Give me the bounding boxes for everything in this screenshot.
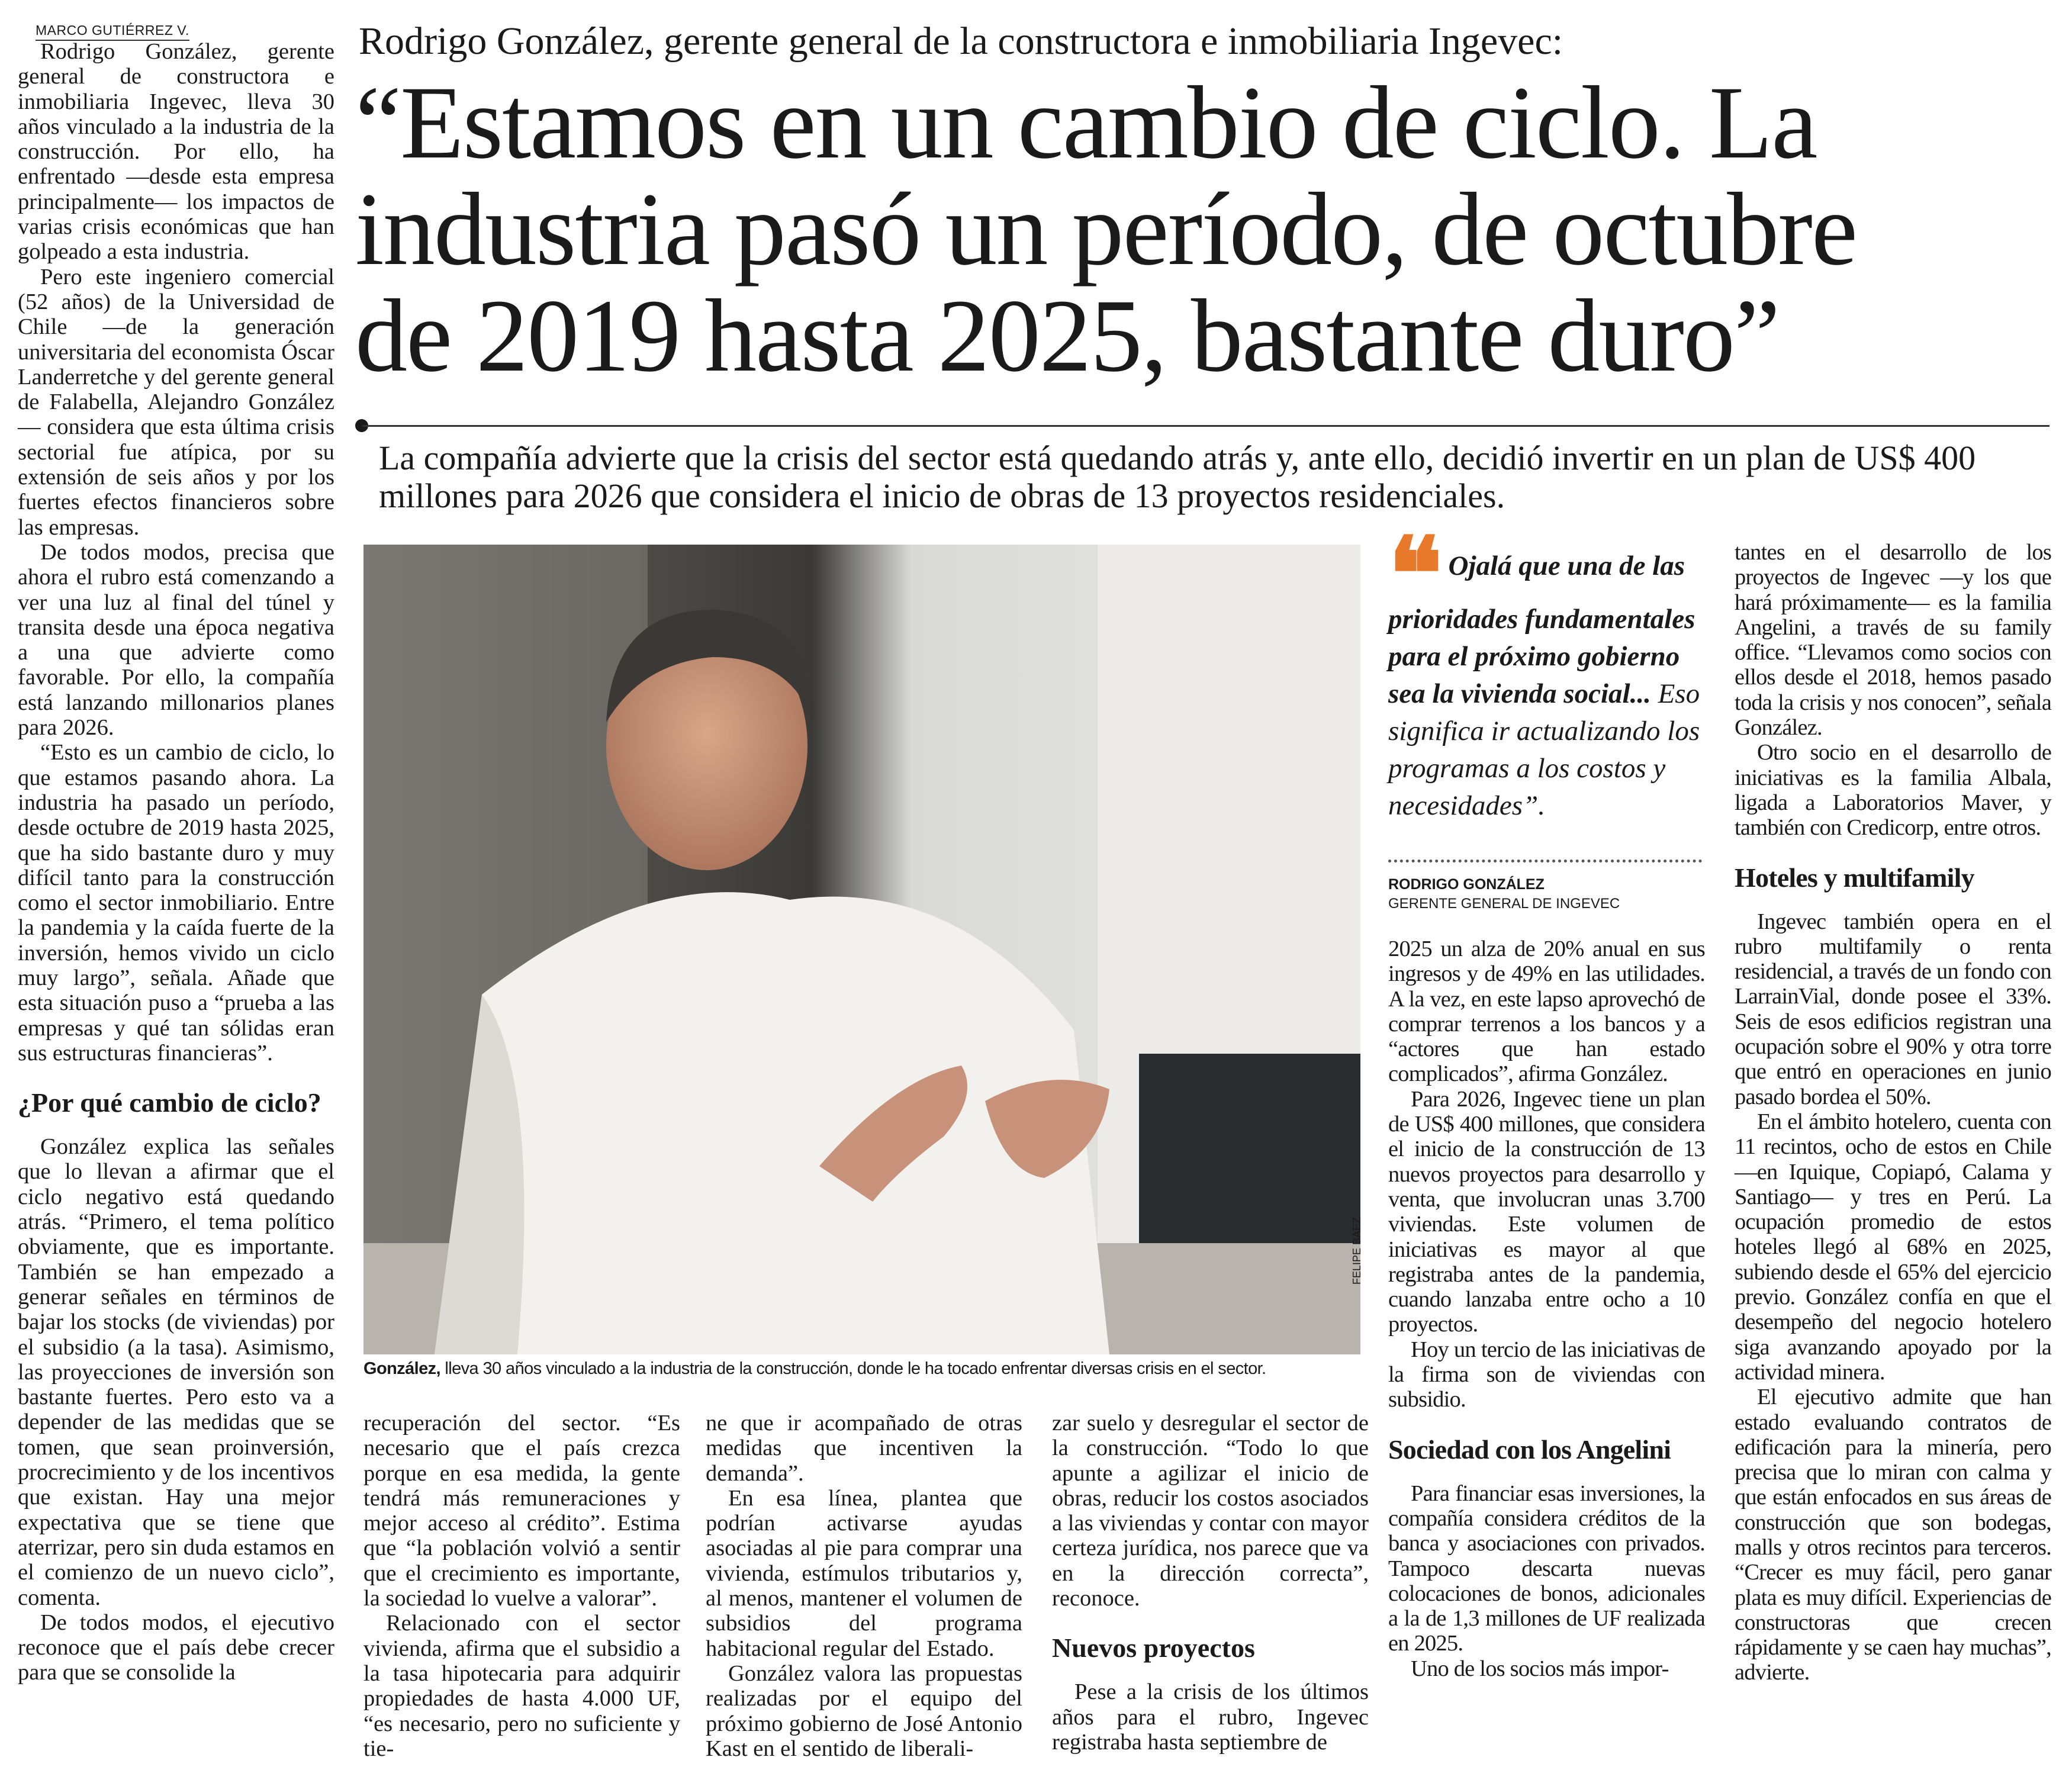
column-6: tantes en el desarrollo de los proyectos… — [1735, 540, 2052, 1685]
column-5: 2025 un alza de 20% anual en sus ingreso… — [1388, 936, 1706, 1681]
caption-text: lleva 30 años vinculado a la industria d… — [440, 1359, 1266, 1378]
paragraph: Para financiar esas inversiones, la comp… — [1388, 1481, 1706, 1656]
headline-line: “Estamos en un cambio de ciclo. La — [355, 65, 1817, 181]
section-heading: Sociedad con los Angelini — [1388, 1434, 1671, 1465]
paragraph: zar suelo y desregular el sector de la c… — [1052, 1411, 1369, 1611]
paragraph: Uno de los socios más impor- — [1411, 1656, 1669, 1681]
paragraph: tantes en el desarrollo de los proyectos… — [1735, 540, 2052, 741]
kicker: Rodrigo González, gerente general de la … — [359, 20, 1563, 63]
section-heading: Hoteles y multifamily — [1735, 862, 1975, 893]
column-4: zar suelo y desregular el sector de la c… — [1052, 1411, 1369, 1755]
quote-role: GERENTE GENERAL DE INGEVEC — [1388, 896, 1620, 912]
paragraph: González explica las señales que lo llev… — [18, 1134, 334, 1610]
paragraph: Ingevec también opera en el rubro multif… — [1735, 909, 2052, 1109]
quote-rest: Eso significa ir actualizando los progra… — [1388, 678, 1700, 821]
paragraph: De todos modos, el ejecutivo reconoce qu… — [18, 1610, 334, 1685]
subtitle: La compañía advierte que la crisis del s… — [379, 439, 1976, 515]
paragraph: En el ámbito hotelero, cuenta con 11 rec… — [1735, 1109, 2052, 1385]
paragraph: De todos modos, precisa que ahora el rub… — [18, 539, 334, 741]
paragraph: 2025 un alza de 20% anual en sus ingreso… — [1388, 936, 1706, 1087]
paragraph: En esa línea, plantea que podrían activa… — [706, 1485, 1022, 1661]
pull-quote: ❝ Ojalá que una de las prioridades fundam… — [1388, 524, 1705, 825]
section-heading: ¿Por qué cambio de ciclo? — [18, 1087, 321, 1118]
paragraph: recuperación del sector. “Es necesario q… — [363, 1411, 680, 1611]
quote-author: RODRIGO GONZÁLEZ — [1388, 876, 1545, 893]
paragraph: Hoy un tercio de las iniciativas de la f… — [1388, 1337, 1706, 1412]
headline: “Estamos en un cambio de ciclo. La indus… — [355, 65, 1858, 394]
photo-credit: FELIPE BAEZ — [1351, 1216, 1363, 1285]
article-photo — [363, 545, 1360, 1354]
paragraph: Otro socio en el desarrollo de iniciativ… — [1735, 740, 2052, 841]
byline: MARCO GUTIÉRREZ V. — [36, 22, 189, 41]
paragraph: ne que ir acompañado de otras medidas qu… — [706, 1411, 1022, 1486]
quote-bold: Ojalá que una de las prioridades fundame… — [1388, 551, 1695, 709]
photo-caption: González, lleva 30 años vinculado a la i… — [363, 1359, 1266, 1379]
headline-line: de 2019 hasta 2025, bastante duro” — [355, 278, 1780, 394]
paragraph: “Esto es un cambio de ciclo, lo que esta… — [18, 740, 334, 1066]
dotted-divider — [1388, 860, 1702, 862]
headline-line: industria pasó un período, de octubre — [355, 172, 1858, 287]
column-1: Rodrigo González, gerente general de con… — [18, 39, 334, 1685]
paragraph: Pese a la crisis de los últimos años par… — [1052, 1679, 1369, 1755]
divider — [362, 425, 2050, 427]
column-2: recuperación del sector. “Es necesario q… — [363, 1411, 680, 1761]
caption-bold: González, — [363, 1359, 441, 1378]
paragraph: El ejecutivo admite que han estado evalu… — [1735, 1385, 2052, 1685]
paragraph: Rodrigo González, gerente general de con… — [18, 39, 334, 265]
paragraph: Para 2026, Ingevec tiene un plan de US$ … — [1388, 1086, 1706, 1337]
paragraph: Relacionado con el sector vivienda, afir… — [363, 1611, 680, 1761]
bullet-dot — [355, 419, 368, 432]
paragraph: Pero este ingeniero comercial (52 años) … — [18, 264, 334, 540]
paragraph: González valora las propuestas realizada… — [706, 1660, 1022, 1761]
column-3: ne que ir acompañado de otras medidas qu… — [706, 1411, 1022, 1761]
section-heading: Nuevos proyectos — [1052, 1633, 1255, 1663]
